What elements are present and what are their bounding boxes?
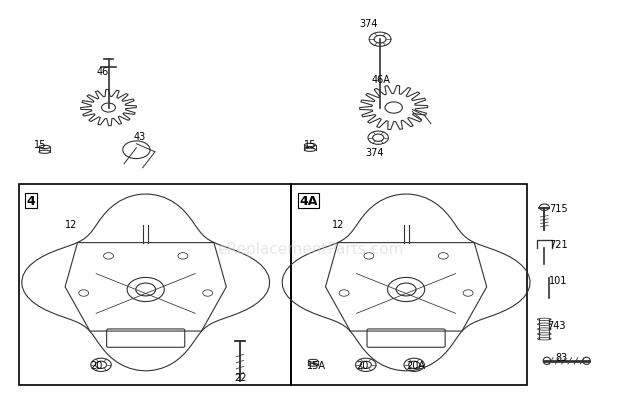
- Text: 12: 12: [332, 220, 344, 229]
- Text: 20A: 20A: [406, 360, 425, 370]
- Bar: [291, 184, 527, 385]
- Text: 15A: 15A: [307, 360, 326, 370]
- Text: 43: 43: [133, 132, 146, 141]
- Text: 721: 721: [549, 240, 567, 249]
- Text: 46A: 46A: [372, 75, 391, 85]
- Text: 715: 715: [549, 204, 567, 213]
- Text: 374: 374: [360, 19, 378, 29]
- Bar: [19, 184, 291, 385]
- Text: 374: 374: [366, 148, 384, 157]
- Text: 15: 15: [304, 140, 316, 149]
- Text: 83: 83: [555, 352, 567, 362]
- Text: 743: 743: [547, 320, 566, 330]
- Text: 22: 22: [234, 372, 247, 382]
- Text: eReplacementParts.com: eReplacementParts.com: [217, 241, 403, 256]
- Text: 15: 15: [34, 140, 46, 149]
- Text: 20: 20: [356, 360, 369, 370]
- Text: 4: 4: [27, 194, 35, 207]
- Text: 12: 12: [65, 220, 78, 229]
- Text: 20: 20: [90, 360, 102, 370]
- Text: 46: 46: [96, 67, 108, 77]
- Text: 101: 101: [549, 276, 567, 286]
- Text: 4A: 4A: [299, 194, 318, 207]
